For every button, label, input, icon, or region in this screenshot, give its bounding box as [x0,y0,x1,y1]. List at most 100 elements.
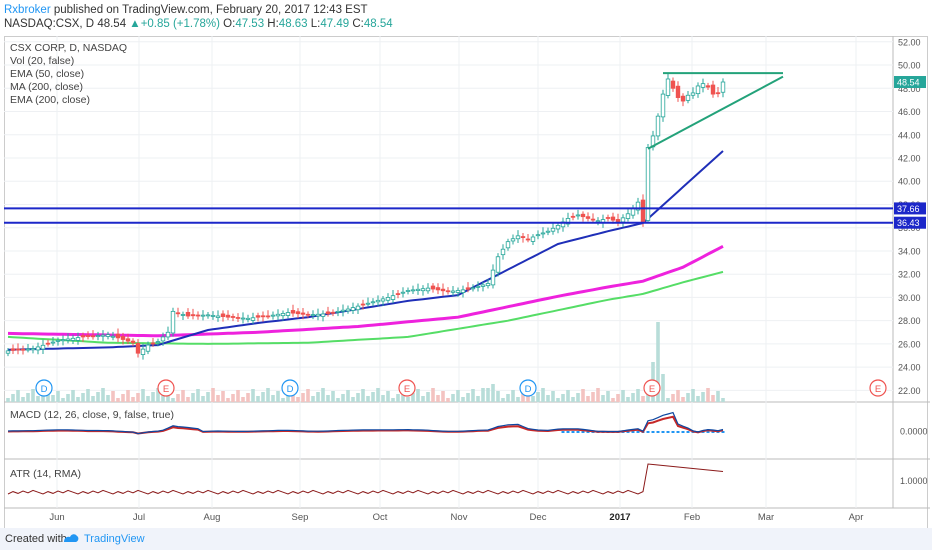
macd-histogram-bar [711,431,715,433]
candle-body [80,335,86,338]
high-value: 48.63 [278,18,308,30]
candle-body [90,335,96,338]
y-tick-label: 34.00 [898,246,921,256]
open-label: O: [223,18,236,30]
triangle-bottom-line [647,75,784,150]
dividend-marker-icon-letter: D [41,384,48,395]
volume-bar [696,396,700,402]
candle-body [385,297,391,301]
candle-body [670,80,676,89]
candle-body [205,314,211,317]
volume-bar [466,393,470,402]
candle-body [275,313,281,317]
price-change: +0.85 (+1.78%) [140,18,220,30]
candle-body [695,85,701,95]
candle-body [305,313,311,316]
volume-bar [521,393,525,402]
author-link[interactable]: Rxbroker [4,4,51,16]
volume-bar [286,394,290,402]
volume-bar [151,392,155,402]
dividend-marker-icon [519,379,537,397]
tradingview-link[interactable]: TradingView [84,533,145,545]
volume-bar [56,391,60,402]
candle-body [400,291,406,294]
candle-body [515,235,521,240]
last-price-tag [894,76,926,89]
volume-bar [321,388,325,402]
candle-body [520,236,526,238]
volume-bar [451,394,455,402]
volume-bar [641,396,645,402]
macd-histogram-bar [561,431,565,433]
y-tick-label: 52.00 [898,37,921,47]
volume-bar [671,394,675,402]
published-text: published on TradingView.com, February 2… [53,4,368,16]
candle-body [260,315,266,318]
volume-bar [256,396,260,402]
volume-bar [366,396,370,402]
volume-bar [546,395,550,402]
volume-bar [511,390,515,402]
volume-bar [576,393,580,402]
candle-body [470,287,476,290]
volume-bar [601,395,605,402]
volume-bar [306,389,310,402]
volume-bar [476,396,480,402]
legend-title: CSX CORP, D, NASDAQ [10,42,128,54]
dividend-marker-icon-letter: D [525,384,532,395]
candle-body [455,290,461,293]
volume-bar [516,397,520,402]
volume-bar [176,394,180,402]
volume-bar [66,394,70,402]
volume-bar [571,397,575,402]
earnings-marker-icon [869,379,887,397]
y-tick-label: 26.00 [898,339,921,349]
candle-body [460,289,466,293]
macd-histogram-bar [586,431,590,433]
candle-body [45,342,51,345]
earnings-marker-icon-letter: E [649,384,655,395]
atr-line [7,463,724,495]
volume-bar [506,394,510,402]
volume-bar [191,393,195,402]
volume-bar [196,389,200,402]
last-price-label: 48.54 [897,78,920,88]
macd-histogram-bar [661,431,665,433]
volume-bar [21,397,25,402]
last-price: 48.54 [97,18,127,30]
tradingview-logo-icon[interactable] [62,531,80,548]
candle-body [490,269,496,286]
candle-body [530,236,536,242]
candle-body [395,293,401,295]
candle-body [355,305,361,311]
candle-body [25,348,31,351]
candle-body [720,81,726,93]
candle-body [310,314,316,316]
candle-body [110,335,116,338]
candle-body [700,83,706,88]
volume-bar [206,392,210,402]
volume-bar [16,390,20,402]
time-axis: Jun Jul Aug Sep Oct Nov Dec 2017 Feb Mar Apr [49,512,863,523]
candle-body [425,287,431,292]
candle-body [495,256,501,273]
candle-body [140,348,146,355]
candle-body [155,341,161,343]
volume-bar [591,392,595,402]
volume-bar [336,398,340,402]
atr-tick-label: 1.0000 [900,476,928,486]
volume-bar [656,322,660,402]
level-price-tag [894,216,926,229]
candle-body [610,216,616,221]
close-value: 48.54 [363,18,393,30]
candle-body [690,92,696,96]
volume-bar [341,394,345,402]
candle-body [350,307,356,311]
candle-body [160,336,166,342]
x-tick-label: Aug [204,512,221,523]
macd-tick-label: 0.0000 [900,427,928,437]
candle-body [315,313,321,317]
candle-body [330,311,336,314]
volume-bar [26,393,30,402]
